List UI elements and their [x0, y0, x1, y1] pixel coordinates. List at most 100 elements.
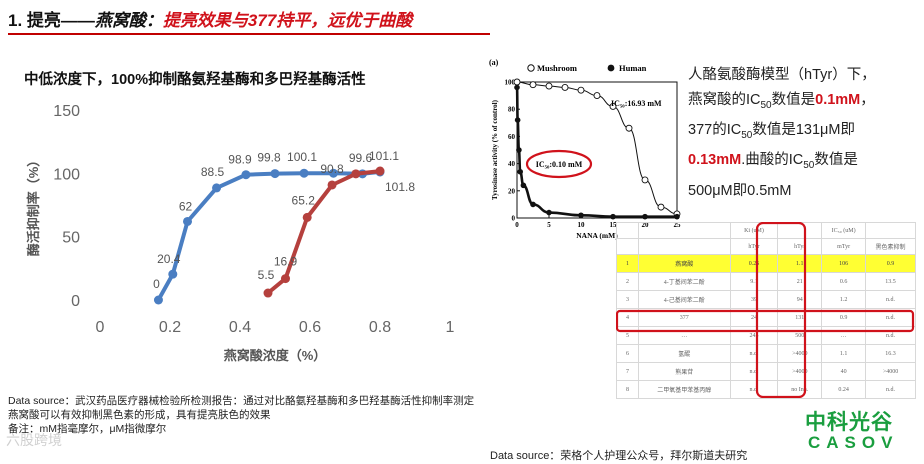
- data-label: 5.5: [258, 268, 275, 282]
- table-cell: 39: [729, 290, 779, 309]
- x-tick-label: 15: [610, 221, 618, 229]
- desc-line-2-sub: 50: [760, 99, 772, 111]
- x-tick-label: 0.6: [299, 319, 321, 336]
- data-label: 99.8: [257, 151, 281, 165]
- table-cell: n.d.: [729, 380, 779, 399]
- table-cell: 5: [616, 326, 639, 345]
- ic50-description: 人酪氨酸酶模型（hTyr）下， 燕窝酸的IC50数值是0.1mM， 377的IC…: [688, 63, 920, 203]
- y-tick-label: 20: [508, 187, 516, 195]
- legend-marker-human: [607, 64, 615, 72]
- legend-label-mushroom: Mushroom: [537, 63, 577, 73]
- table-cell: 1.1: [777, 254, 823, 273]
- data-point: [351, 169, 361, 179]
- mushroom-point: [561, 83, 569, 91]
- mushroom-point: [513, 78, 521, 86]
- table-cell: 131: [777, 308, 823, 327]
- table-cell: IC₅₀ (uM): [821, 222, 867, 239]
- table-row: 4 377 24 131 0.9 n.d.: [616, 308, 916, 327]
- y-tick-label: 50: [62, 230, 80, 247]
- data-point: [270, 169, 280, 179]
- table-cell: 4-己基间苯二酚: [637, 290, 731, 309]
- human-point: [517, 168, 523, 175]
- table-cell: 氢醌: [637, 344, 731, 363]
- table-row: 3 4-己基间苯二酚 39 94 1.2 n.d.: [616, 290, 916, 309]
- data-point: [212, 183, 222, 193]
- table-cell: 9.1: [729, 272, 779, 291]
- table-cell: [777, 222, 823, 239]
- desc-line-2: 燕窝酸的IC50数值是0.1mM，: [688, 88, 920, 118]
- table-cell: 0.9: [865, 254, 916, 273]
- table-cell: 1: [616, 254, 639, 273]
- table-cell: 21: [777, 272, 823, 291]
- data-source-left: Data source：武汉药品医疗器械检验所检测报告：通过对比酪氨羟基酶和多巴…: [8, 394, 478, 436]
- data-label: 16.9: [274, 255, 298, 269]
- panel-label: (a): [489, 58, 499, 67]
- table-cell: 燕窝酸: [637, 254, 731, 273]
- logo-chinese: 中科光谷: [805, 411, 893, 434]
- table-row: 2 4-丁基间苯二酚 9.1 21 0.6 13.5: [616, 272, 916, 291]
- y-axis-label: Tyrosinase activity (% of control): [491, 99, 499, 200]
- data-label: 62: [179, 199, 193, 213]
- data-point: [281, 274, 290, 284]
- data-label: 101.1: [369, 149, 399, 163]
- mushroom-point: [625, 124, 633, 132]
- table-cell: 24: [729, 308, 779, 327]
- table-cell: >4000: [777, 362, 823, 381]
- data-source-left-text: Data source：武汉药品医疗器械检验所检测报告：通过对比酪氨羟基酶和多巴…: [8, 395, 475, 421]
- x-tick-label: 1: [446, 319, 455, 336]
- mushroom-point: [593, 92, 601, 100]
- desc-line-4-sub: 50: [803, 160, 815, 172]
- legend-marker-mushroom: [527, 64, 535, 72]
- data-label: 0: [153, 277, 160, 291]
- desc-line-1: 人酪氨酸酶模型（hTyr）下，: [688, 67, 876, 83]
- table-cell: 熊果苷: [637, 362, 731, 381]
- inhibition-chart: 0 50 100 150 0 0.2 0.4 0.6 0.8 1 燕窝酸浓度（%） 酶活抑制率（%） 0…: [26, 103, 455, 363]
- table-cell: 2: [616, 272, 639, 291]
- desc-line-2-post: ，: [860, 91, 875, 108]
- data-point: [302, 212, 312, 222]
- table-cell: [616, 222, 639, 239]
- table-cell: 40: [821, 362, 867, 381]
- y-tick-label: 60: [508, 133, 516, 141]
- table-cell: no Inh.: [777, 380, 823, 399]
- table-cell: …: [637, 326, 731, 345]
- y-tick-label: 0: [512, 215, 516, 223]
- chart-title: 中低浓度下，100%抑制酪氨羟基酶和多巴羟基酶活性: [24, 72, 366, 88]
- series-line-1: [156, 169, 381, 301]
- x-tick-label: 10: [578, 221, 586, 229]
- table-header-row: hTyr hTyr mTyr 黑色素抑制: [616, 238, 916, 255]
- table-cell: 0.25: [729, 254, 779, 273]
- table-cell: n.d.: [865, 290, 916, 309]
- mushroom-point: [545, 82, 553, 90]
- desc-line-4-pre: .曲酸的IC: [741, 152, 804, 169]
- table-cell: 13.5: [865, 272, 916, 291]
- table-cell: 94: [777, 290, 823, 309]
- table-cell: 500: [777, 326, 823, 345]
- desc-line-3: 377的IC50数值是131μM即: [688, 118, 920, 148]
- mushroom-point: [529, 81, 537, 89]
- mushroom-point: [641, 176, 649, 184]
- x-tick-label: 0: [96, 319, 105, 336]
- ki-ic50-table: Ki (uM) IC₅₀ (uM) hTyr hTyr mTyr 黑色素抑制 1 燕窝酸 0.2…: [616, 222, 916, 399]
- desc-line-5: 500μM即0.5mM: [688, 182, 792, 199]
- ic50-mushroom-annotation: IC₅₀:16.93 mM: [611, 99, 662, 108]
- title-prefix: 1. 提亮——: [8, 11, 95, 30]
- human-point: [520, 182, 527, 189]
- data-point: [299, 168, 309, 178]
- y-tick-label: 100: [53, 166, 80, 183]
- x-tick-label: 0: [515, 221, 519, 229]
- x-axis-label: NANA (mM): [576, 231, 618, 240]
- mushroom-point: [657, 203, 665, 211]
- table-cell: 16.3: [865, 344, 916, 363]
- table-cell: n.d.: [865, 380, 916, 399]
- table-cell: 377: [637, 308, 731, 327]
- table-cell: 4: [616, 308, 639, 327]
- table-row: 6 氢醌 n.d. >4000 1.1 16.3: [616, 344, 916, 363]
- y-tick-label: 150: [53, 103, 80, 120]
- x-tick-label: 5: [547, 221, 551, 229]
- ki-ic50-table-wrap: Ki (uM) IC₅₀ (uM) hTyr hTyr mTyr 黑色素抑制 1 燕窝酸 0.2…: [616, 222, 916, 399]
- table-cell: 0.24: [821, 380, 867, 399]
- table-cell: 0.9: [821, 308, 867, 327]
- table-cell: 1.2: [821, 290, 867, 309]
